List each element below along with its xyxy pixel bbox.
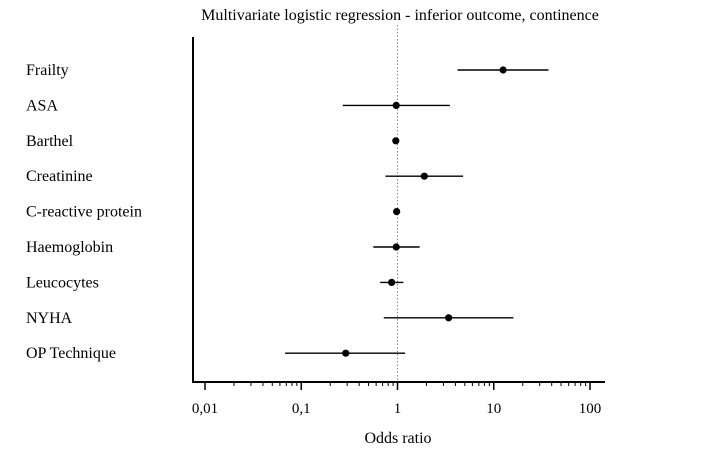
x-ticks: 0,01 0,1 1 10 100 [192, 382, 601, 417]
odds-ratio-point [420, 172, 428, 180]
odds-ratio-point [342, 349, 350, 357]
odds-ratio-point [393, 208, 401, 216]
x-tick-label: 10 [486, 401, 501, 417]
variable-labels: Frailty ASA Barthel Creatinine C-reactive pr… [26, 62, 142, 362]
x-tick-label: 100 [579, 401, 602, 417]
variable-label: C-reactive protein [26, 204, 142, 221]
variable-label: ASA [26, 97, 58, 114]
chart-title: Multivariate logistic regression - infer… [201, 7, 599, 24]
x-tick-label: 1 [394, 401, 402, 417]
variable-label: NYHA [26, 310, 73, 327]
x-tick-label: 0,01 [192, 401, 218, 417]
odds-ratio-point [392, 243, 400, 251]
odds-ratio-point [445, 314, 453, 322]
variable-label: Leucocytes [26, 274, 99, 291]
odds-ratio-point [499, 66, 507, 74]
variable-label: OP Technique [26, 345, 116, 362]
estimates [285, 66, 549, 357]
variable-label: Frailty [26, 62, 69, 79]
variable-label: Haemoglobin [26, 239, 113, 256]
variable-label: Creatinine [26, 168, 93, 185]
x-axis-label: Odds ratio [364, 430, 431, 447]
variable-label: Barthel [26, 133, 74, 150]
odds-ratio-point [392, 137, 400, 145]
x-tick-label: 0,1 [292, 401, 311, 417]
odds-ratio-point [392, 101, 400, 109]
odds-ratio-point [388, 278, 396, 286]
